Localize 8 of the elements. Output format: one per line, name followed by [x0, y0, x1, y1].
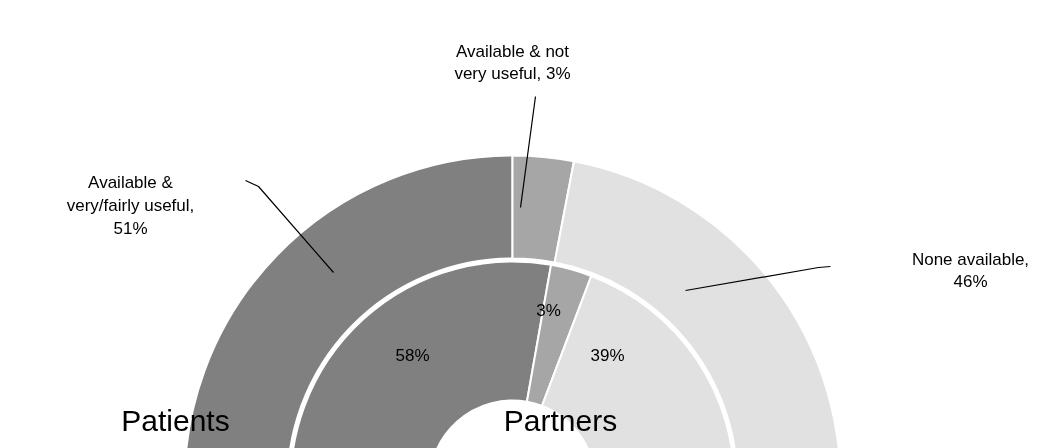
data-label: 3% — [536, 301, 561, 320]
slice-label: Patients — [121, 404, 230, 437]
slice-label: Partners — [503, 404, 618, 437]
slice-label: None available, 46% — [911, 249, 1030, 292]
slice-label: Available & very/fairly useful, 51% — [66, 173, 195, 238]
data-label: 58% — [395, 346, 430, 365]
data-label: 39% — [590, 346, 625, 365]
slice-label: Available & not very useful, 3% — [454, 41, 571, 84]
